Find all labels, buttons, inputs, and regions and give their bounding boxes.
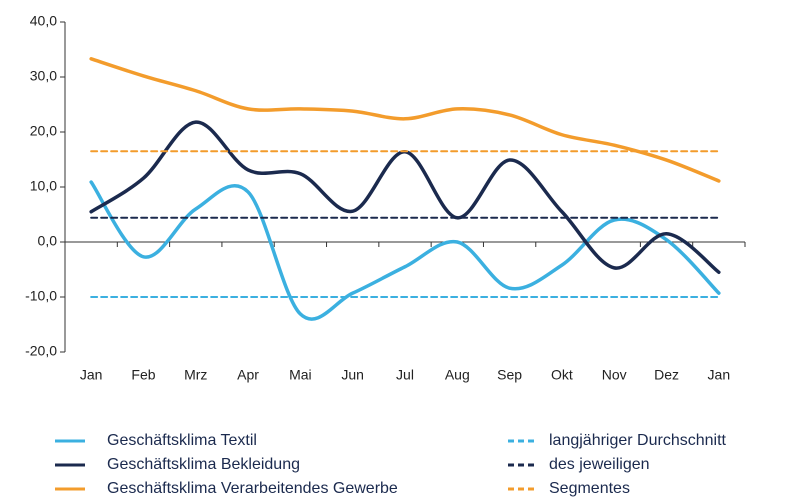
x-tick-label: Jun bbox=[341, 367, 364, 383]
x-tick-label: Aug bbox=[445, 367, 470, 383]
x-tick-label: Sep bbox=[497, 367, 522, 383]
y-tick-label: 20,0 bbox=[30, 123, 57, 139]
y-tick-label: 30,0 bbox=[30, 68, 57, 84]
y-tick-label: 0,0 bbox=[38, 233, 58, 249]
x-tick-label: Jul bbox=[396, 367, 414, 383]
legend-label: Segmentes bbox=[549, 480, 630, 497]
series-line bbox=[89, 180, 721, 321]
x-tick-label: Nov bbox=[602, 367, 627, 383]
x-tick-label: Apr bbox=[237, 367, 259, 383]
y-tick-label: -10,0 bbox=[25, 288, 57, 304]
legend-label: Geschäftsklima Bekleidung bbox=[107, 456, 300, 473]
x-tick-label: Dez bbox=[654, 367, 679, 383]
series-line bbox=[89, 120, 721, 274]
x-tick-label: Mai bbox=[289, 367, 312, 383]
x-tick-label: Okt bbox=[551, 367, 573, 383]
y-tick-label: 10,0 bbox=[30, 178, 57, 194]
legend-label: des jeweiligen bbox=[549, 456, 650, 473]
legend-label: Geschäftsklima Verarbeitendes Gewerbe bbox=[107, 480, 398, 497]
x-tick-label: Jan bbox=[80, 367, 103, 383]
legend-label: langjähriger Durchschnitt bbox=[549, 432, 727, 449]
legend-label: Geschäftsklima Textil bbox=[107, 432, 257, 449]
x-tick-label: Mrz bbox=[184, 367, 207, 383]
x-tick-label: Jan bbox=[708, 367, 731, 383]
series-line bbox=[89, 57, 721, 183]
y-tick-label: 40,0 bbox=[30, 13, 57, 29]
y-tick-label: -20,0 bbox=[25, 343, 57, 359]
x-tick-label: Feb bbox=[131, 367, 155, 383]
